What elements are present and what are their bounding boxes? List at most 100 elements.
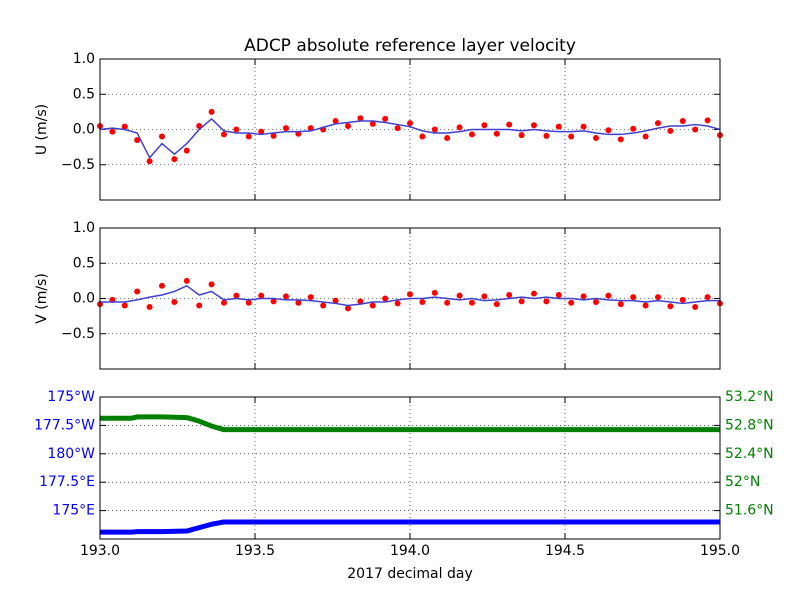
data-point: [518, 298, 525, 305]
data-point: [307, 294, 314, 301]
data-point: [208, 108, 215, 115]
data-point: [431, 126, 438, 133]
data-point: [221, 299, 227, 306]
data-point: [171, 156, 178, 163]
data-point: [233, 126, 240, 133]
data-point: [295, 299, 302, 306]
x-tick-label: 193.5: [235, 543, 275, 559]
data-point: [270, 298, 277, 305]
data-point: [283, 293, 289, 300]
data-point: [146, 303, 153, 310]
x-tick-label: 194.5: [545, 543, 585, 559]
data-point: [568, 133, 575, 140]
data-point: [419, 133, 426, 140]
data-point: [183, 277, 190, 284]
plot-frame: [99, 58, 721, 201]
data-point: [245, 299, 252, 306]
data-point: [159, 133, 165, 140]
chart-title: ADCP absolute reference layer velocity: [244, 36, 576, 56]
data-point: [382, 115, 389, 122]
y2-tick-label: 51.6°N: [725, 503, 774, 519]
data-line: [100, 414, 720, 433]
data-point: [531, 122, 537, 129]
data-point: [159, 282, 165, 289]
data-point: [568, 299, 575, 306]
data-point: [704, 294, 711, 301]
data-point: [407, 120, 413, 127]
data-point: [593, 299, 599, 306]
data-point: [493, 130, 500, 137]
data-point: [605, 292, 612, 299]
x-tick-label: 193.0: [80, 543, 120, 559]
data-point: [642, 302, 649, 309]
data-point: [208, 281, 215, 288]
y-tick-label: 175°E: [52, 503, 95, 519]
data-point: [692, 126, 699, 133]
data-point: [580, 123, 587, 130]
y2-tick-label: 52.4°N: [725, 446, 774, 462]
data-point: [493, 301, 500, 308]
y-tick-label: 0.0: [73, 122, 95, 138]
data-point: [506, 121, 513, 128]
data-point: [605, 127, 612, 134]
data-point: [134, 288, 141, 295]
data-point: [593, 134, 599, 141]
data-point: [655, 294, 661, 301]
data-point: [667, 127, 674, 134]
data-point: [617, 301, 624, 308]
data-point: [369, 120, 376, 127]
y-tick-label: 180°W: [47, 446, 95, 462]
data-point: [394, 125, 401, 132]
data-point: [134, 137, 141, 144]
data-point: [245, 133, 252, 140]
data-point: [543, 132, 550, 139]
y-tick-label: 1.0: [73, 51, 95, 67]
data-point: [332, 297, 339, 304]
y2-tick-label: 52.8°N: [725, 417, 774, 433]
data-point: [444, 299, 451, 306]
data-point: [481, 293, 488, 300]
x-axis-label: 2017 decimal day: [347, 566, 472, 582]
data-point: [109, 128, 116, 135]
data-point: [481, 122, 488, 129]
data-point: [121, 123, 128, 130]
data-point: [146, 158, 153, 165]
data-line: [99, 118, 721, 159]
data-point: [221, 131, 227, 138]
data-point: [307, 125, 314, 132]
data-point: [431, 289, 438, 296]
data-point: [419, 299, 426, 306]
y-tick-label: 0.5: [73, 86, 95, 102]
data-point: [369, 302, 376, 309]
data-point: [345, 122, 351, 129]
data-point: [258, 292, 265, 299]
data-point: [679, 118, 686, 125]
data-point: [382, 295, 389, 302]
data-point: [357, 115, 364, 122]
y2-tick-label: 53.2°N: [725, 389, 774, 405]
data-point: [394, 300, 401, 307]
data-point: [196, 302, 203, 309]
plot-frame: [99, 396, 721, 540]
y-tick-label: 0.5: [73, 255, 95, 271]
data-point: [655, 120, 661, 127]
data-point: [345, 305, 351, 312]
data-line: [100, 519, 720, 535]
y-tick-label: 177.5°E: [39, 474, 95, 490]
data-point: [258, 128, 265, 135]
y-tick-label: 175°W: [47, 389, 95, 405]
data-line: [100, 285, 720, 307]
data-point: [518, 132, 525, 139]
data-point: [506, 291, 513, 298]
data-point: [283, 125, 289, 132]
data-point: [121, 302, 128, 309]
data-point: [692, 303, 699, 310]
data-point: [469, 131, 475, 138]
x-tick-label: 195.0: [700, 543, 740, 559]
plot-frame: [99, 227, 721, 370]
x-tick-label: 194.0: [390, 543, 430, 559]
data-point: [667, 303, 674, 310]
data-point: [630, 294, 637, 301]
data-point: [332, 118, 339, 125]
data-point: [679, 296, 686, 303]
